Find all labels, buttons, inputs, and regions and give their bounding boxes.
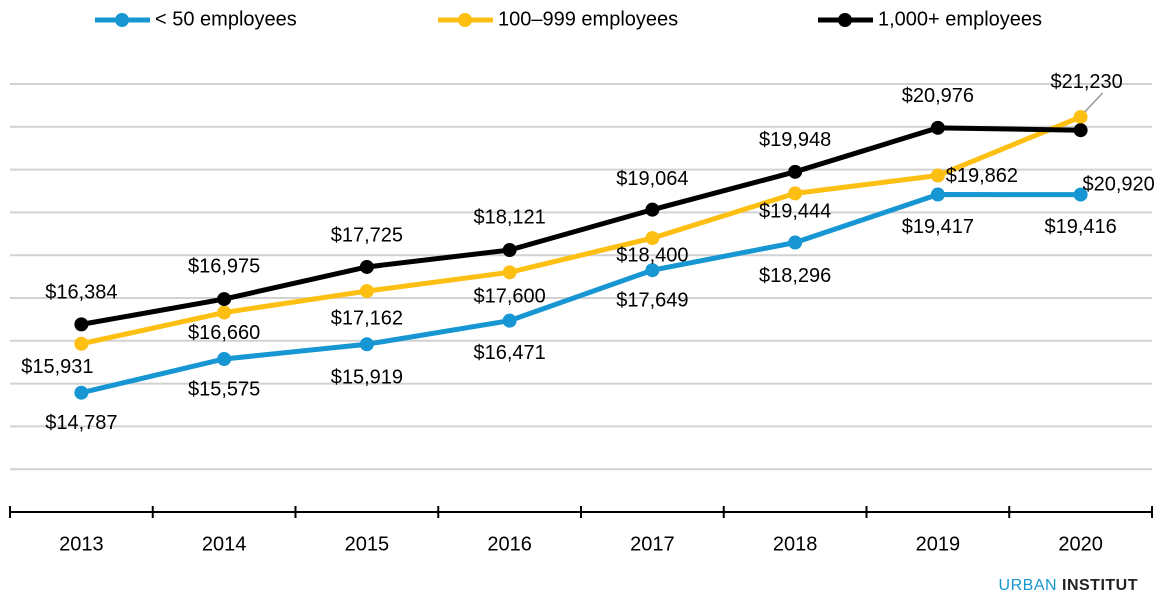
data-label: $15,931	[21, 356, 93, 378]
point	[74, 317, 89, 332]
data-label: $15,575	[188, 378, 260, 400]
point	[788, 164, 803, 179]
data-label: $18,296	[759, 265, 831, 287]
series-line	[80, 192, 1081, 396]
data-label: $18,400	[616, 244, 688, 266]
point	[930, 168, 945, 183]
data-label: $16,660	[188, 322, 260, 344]
point	[1073, 123, 1088, 138]
data-label: $20,976	[902, 85, 974, 107]
point	[645, 202, 660, 217]
legend-label: 1,000+ employees	[878, 8, 1042, 30]
data-label: $17,725	[331, 224, 403, 246]
x-tick-label: 2019	[916, 533, 961, 555]
point	[1073, 109, 1088, 124]
point	[217, 305, 232, 320]
leader-line	[1084, 92, 1104, 113]
point	[645, 263, 660, 278]
point	[217, 292, 232, 307]
data-label: $19,862	[946, 165, 1018, 187]
legend-label: 100–999 employees	[498, 8, 678, 30]
point	[788, 186, 803, 201]
point	[359, 259, 374, 274]
data-label: $21,230	[1050, 71, 1122, 93]
point	[217, 351, 232, 366]
point	[1073, 187, 1088, 202]
point	[359, 284, 374, 299]
legend-label: < 50 employees	[155, 8, 297, 30]
data-label: $19,444	[759, 201, 831, 223]
series-line	[80, 125, 1081, 327]
x-tick-label: 2014	[202, 533, 247, 555]
data-label: $17,162	[331, 307, 403, 329]
x-tick-label: 2017	[630, 533, 675, 555]
point	[788, 235, 803, 250]
data-label: $19,416	[1044, 216, 1116, 238]
point	[502, 243, 517, 258]
data-label: $17,649	[616, 290, 688, 312]
series-line	[80, 114, 1082, 347]
legend-marker	[838, 13, 852, 27]
data-label: $16,975	[188, 255, 260, 277]
point	[359, 337, 374, 352]
point	[502, 313, 517, 328]
data-label: $20,920	[1082, 174, 1154, 196]
x-tick-label: 2015	[345, 533, 390, 555]
footer: URBAN INSTITUT	[999, 577, 1138, 594]
legend-marker	[115, 13, 129, 27]
point	[74, 336, 89, 351]
footer-brand: URBAN	[999, 577, 1058, 594]
point	[645, 231, 660, 246]
data-label: $16,471	[473, 342, 545, 364]
point	[930, 120, 945, 135]
x-tick-label: 2020	[1058, 533, 1103, 555]
footer-name: INSTITUT	[1062, 577, 1138, 594]
data-label: $16,384	[45, 282, 117, 304]
data-label: $19,064	[616, 168, 688, 190]
legend-marker	[458, 13, 472, 27]
data-label: $18,121	[473, 206, 545, 228]
point	[930, 187, 945, 202]
data-label: $15,919	[331, 367, 403, 389]
point	[74, 385, 89, 400]
data-label: $19,948	[759, 129, 831, 151]
data-label: $17,600	[473, 286, 545, 308]
x-tick-label: 2013	[59, 533, 104, 555]
point	[502, 265, 517, 280]
data-label: $19,417	[902, 216, 974, 238]
x-tick-label: 2018	[773, 533, 818, 555]
data-label: $14,787	[45, 412, 117, 434]
x-tick-label: 2016	[487, 533, 532, 555]
